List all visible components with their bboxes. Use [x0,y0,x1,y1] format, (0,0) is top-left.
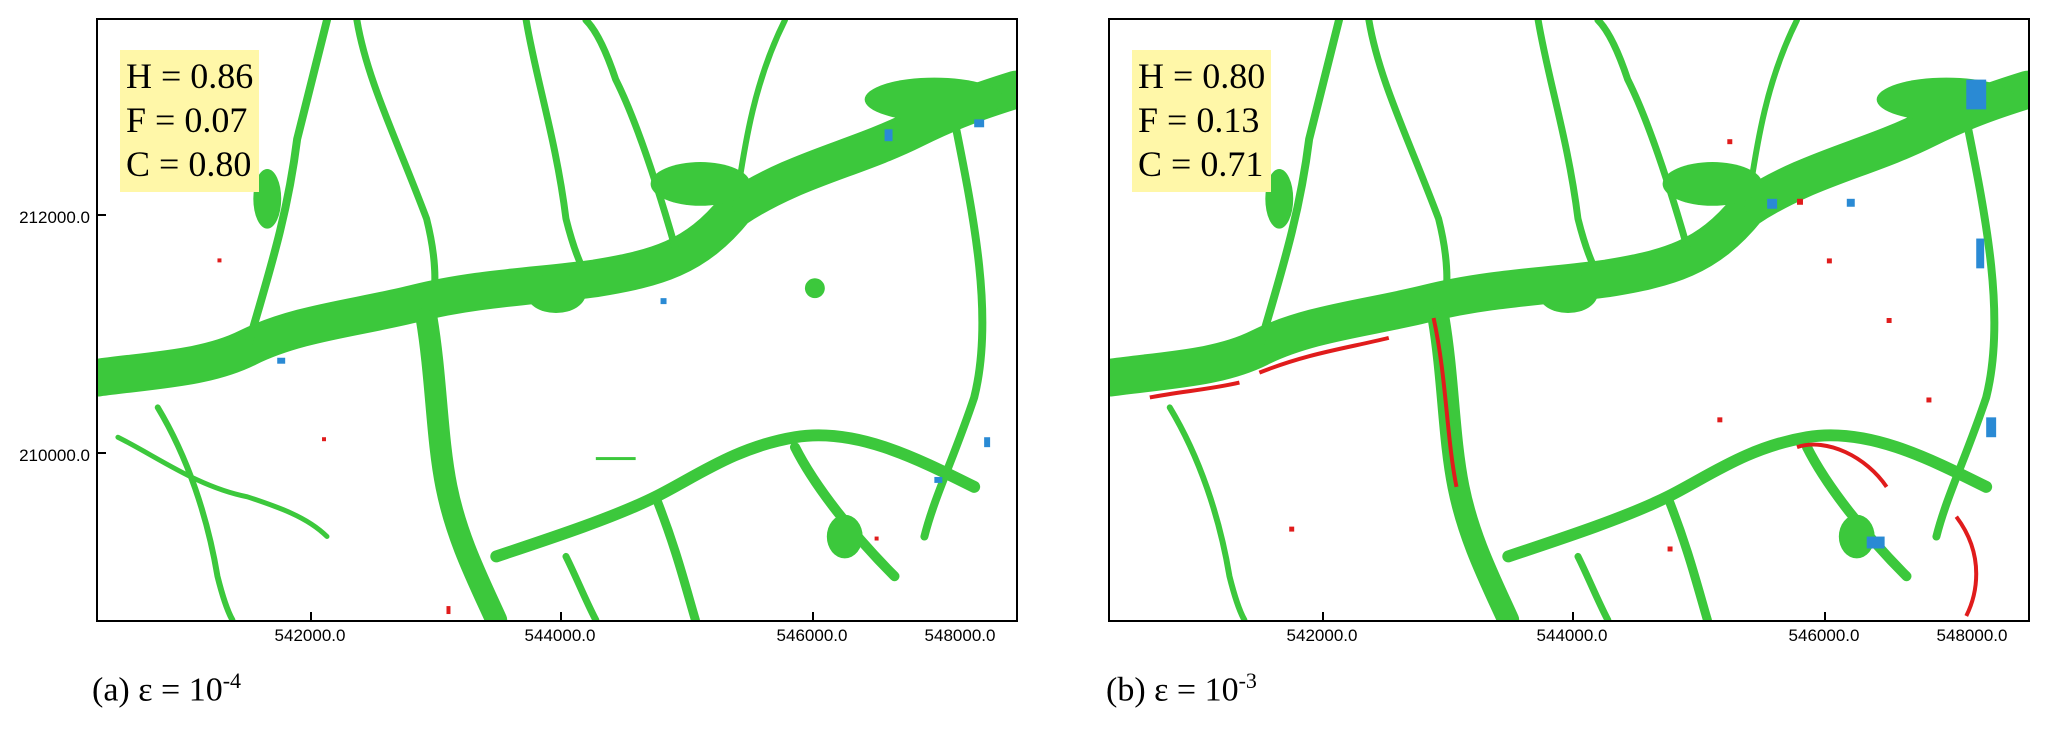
stat-c: C = 0.71 [1138,144,1264,184]
flood-map-a [98,20,1016,620]
caption-a: (a) ε = 10-4 [92,668,241,709]
caption-label: (a) [92,671,130,709]
xtick-label: 544000.0 [524,626,596,645]
stat-f: F = 0.13 [1138,100,1260,140]
xtick-mark [560,612,562,622]
stats-box-a: H = 0.86 F = 0.07 C = 0.80 [120,50,260,192]
xtick-label: 546000.0 [776,626,848,645]
stat-f: F = 0.07 [126,100,248,140]
ytick-mark [96,452,106,454]
false-alarm-edges-b [1149,317,1979,617]
caption-exponent: -4 [222,668,242,693]
flood-patches-a [253,77,1005,559]
false-alarm-pixels-a [217,258,879,615]
stat-h: H = 0.86 [126,56,254,96]
stat-h: H = 0.80 [1138,56,1266,96]
ytick-label: 210000.0 [19,446,90,465]
xtick-mark [1572,612,1574,622]
miss-pixels-b [1767,79,1997,549]
xtick-label: 548000.0 [924,626,996,645]
caption-expr: ε = 10 [138,671,223,709]
false-alarm-pixels-b [1289,139,1932,552]
xtick-mark [812,612,814,622]
caption-b: (b) ε = 10-3 [1106,668,1257,709]
caption-label: (b) [1106,671,1146,709]
xtick-label: 542000.0 [1286,626,1358,645]
caption-exponent: -3 [1238,668,1257,693]
stat-c: C = 0.80 [126,144,252,184]
flood-map-panel-b: H = 0.80 F = 0.13 C = 0.71 [1108,18,2030,622]
stats-box-b: H = 0.80 F = 0.13 C = 0.71 [1132,50,1272,192]
flood-extent-a [98,20,1016,620]
flood-map-b [1110,20,2028,620]
caption-expr: ε = 10 [1154,671,1239,709]
xtick-mark [1322,612,1324,622]
xtick-label: 542000.0 [274,626,346,645]
xtick-label: 544000.0 [1536,626,1608,645]
ytick-mark [96,214,106,216]
xtick-label: 548000.0 [1936,626,2008,645]
xtick-label: 546000.0 [1788,626,1860,645]
xtick-mark [1824,612,1826,622]
flood-map-panel-a: H = 0.86 F = 0.07 C = 0.80 [96,18,1018,622]
ytick-label: 212000.0 [19,208,90,227]
xtick-mark [310,612,312,622]
flood-extent-b [1110,20,2028,620]
miss-pixels-a [277,119,991,483]
